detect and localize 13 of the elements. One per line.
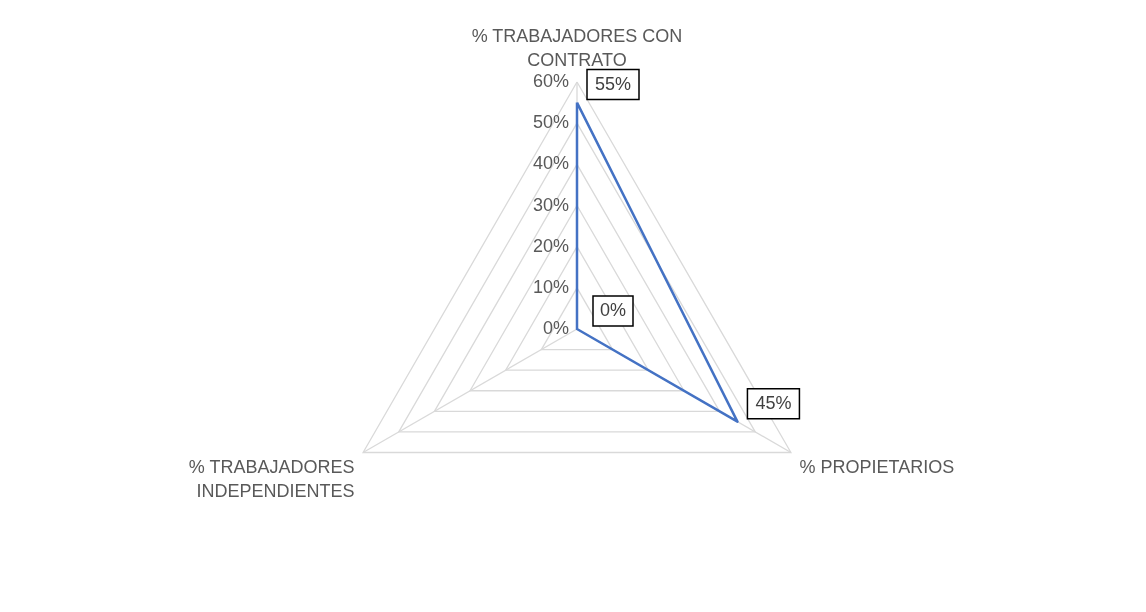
y-tick-label: 20%	[532, 235, 569, 256]
y-tick-label: 60%	[532, 71, 569, 91]
spoke-label: % TRABAJADORES CON CONTRATO	[471, 26, 683, 70]
spoke-label: % PROPIETARIOS	[799, 456, 955, 477]
y-tick-label: 50%	[532, 112, 569, 133]
data-label: 0%	[599, 300, 627, 320]
data-label: 55%	[594, 73, 632, 94]
y-tick-label: 30%	[532, 194, 569, 215]
spoke-label: % TRABAJADORES INDEPENDIENTES	[188, 456, 355, 501]
y-tick-label: 0%	[542, 318, 569, 338]
y-tick-label: 10%	[532, 276, 569, 297]
data-label: 45%	[755, 392, 792, 413]
y-tick-label: 40%	[532, 153, 569, 174]
